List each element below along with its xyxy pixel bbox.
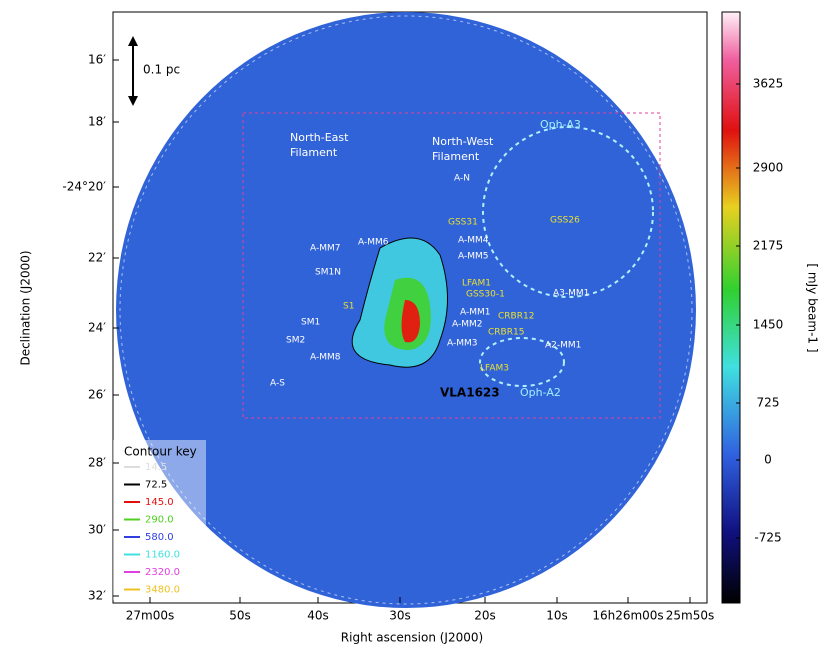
annotation: North-East bbox=[290, 131, 349, 144]
annotation: Filament bbox=[432, 150, 480, 163]
colorbar-label: [ mJy beam-1 ] bbox=[806, 263, 820, 352]
colorbar-tick-label: 1450 bbox=[753, 318, 784, 332]
colorbar-tick-label: 2175 bbox=[753, 239, 784, 253]
zoom-box bbox=[242, 112, 661, 419]
x-tick-label: 30s bbox=[389, 609, 411, 623]
y-tick-label: 32′ bbox=[88, 589, 106, 603]
y-tick-label: 18′ bbox=[88, 115, 106, 129]
annotation: SM2 bbox=[286, 336, 305, 346]
x-tick-label: 27m00s bbox=[126, 609, 174, 623]
annotation: A-MM5 bbox=[458, 252, 488, 262]
annotation: GSS31 bbox=[448, 218, 478, 228]
contour-key-label: 145.0 bbox=[145, 497, 174, 508]
contour-key-label: 290.0 bbox=[145, 515, 174, 526]
annotation: LFAM1 bbox=[462, 279, 491, 289]
annotation: Oph-A3 bbox=[540, 118, 581, 131]
x-tick-label: 16h26m00s bbox=[592, 609, 663, 623]
y-tick-label: -24°20′ bbox=[62, 180, 106, 194]
annotation: SM1N bbox=[315, 268, 341, 278]
colorbar-tick-label: 3625 bbox=[753, 77, 784, 91]
contour-key-label: 1160.0 bbox=[145, 550, 180, 561]
contour-key-title: Contour key bbox=[124, 445, 197, 459]
annotation: A-MM8 bbox=[310, 353, 341, 363]
annotation: A-S bbox=[270, 379, 285, 389]
y-tick-label: 30′ bbox=[88, 523, 106, 537]
contour-key-label: 14.5 bbox=[145, 462, 167, 473]
annotation: Oph-A2 bbox=[520, 386, 561, 399]
y-tick-label: 22′ bbox=[88, 251, 106, 265]
y-tick-label: 28′ bbox=[88, 456, 106, 470]
annotation: LFAM3 bbox=[480, 364, 509, 374]
edge-contour bbox=[119, 15, 693, 605]
y-axis-label: Declination (J2000) bbox=[19, 250, 33, 365]
colorbar-tick-label: 0 bbox=[764, 453, 772, 467]
contour-key-label: 72.5 bbox=[145, 480, 167, 491]
annotation: A-MM7 bbox=[310, 244, 340, 254]
annotation: A-N bbox=[454, 174, 470, 184]
x-tick-label: 20s bbox=[474, 609, 496, 623]
colorbar-tick-label: 725 bbox=[757, 396, 780, 410]
annotation: A2-MM1 bbox=[545, 341, 581, 351]
colorbar-tick-label: -725 bbox=[754, 531, 781, 545]
x-tick-label: 25m50s bbox=[666, 609, 714, 623]
annotation: A-MM6 bbox=[358, 238, 389, 248]
annotation: A-MM2 bbox=[452, 320, 482, 330]
y-tick-label: 16′ bbox=[88, 53, 106, 67]
x-tick-label: 50s bbox=[229, 609, 251, 623]
annotation: S1 bbox=[343, 302, 354, 312]
contour-key-label: 3480.0 bbox=[145, 585, 180, 596]
x-axis-label: Right ascension (J2000) bbox=[341, 631, 483, 645]
annotation: A-MM3 bbox=[447, 339, 477, 349]
annotation: GSS30-1 bbox=[466, 290, 505, 300]
scale-bar-label: 0.1 pc bbox=[143, 63, 180, 77]
annotation: VLA1623 bbox=[440, 386, 500, 400]
annotation: Filament bbox=[290, 146, 338, 159]
annotation: A-MM4 bbox=[458, 236, 489, 246]
annotation: A-MM1 bbox=[460, 308, 490, 318]
y-tick-label: 26′ bbox=[88, 388, 106, 402]
x-tick-label: 40s bbox=[307, 609, 329, 623]
annotation: CRBR15 bbox=[488, 328, 524, 338]
core-peak bbox=[401, 300, 420, 343]
contour-key-label: 580.0 bbox=[145, 532, 174, 543]
annotation: GSS26 bbox=[550, 216, 580, 226]
oph-a3-circle bbox=[482, 126, 654, 298]
annotation: North-West bbox=[432, 135, 494, 148]
annotation: A3-MM1 bbox=[553, 289, 589, 299]
contour-key-label: 2320.0 bbox=[145, 567, 180, 578]
oph-a2-circle bbox=[479, 337, 565, 387]
annotation: CRBR12 bbox=[498, 312, 534, 322]
y-tick-label: 24′ bbox=[88, 321, 106, 335]
colorbar-tick-label: 2900 bbox=[753, 161, 784, 175]
x-tick-label: 10s bbox=[546, 609, 568, 623]
annotation: SM1 bbox=[301, 318, 320, 328]
colorbar bbox=[721, 11, 741, 604]
